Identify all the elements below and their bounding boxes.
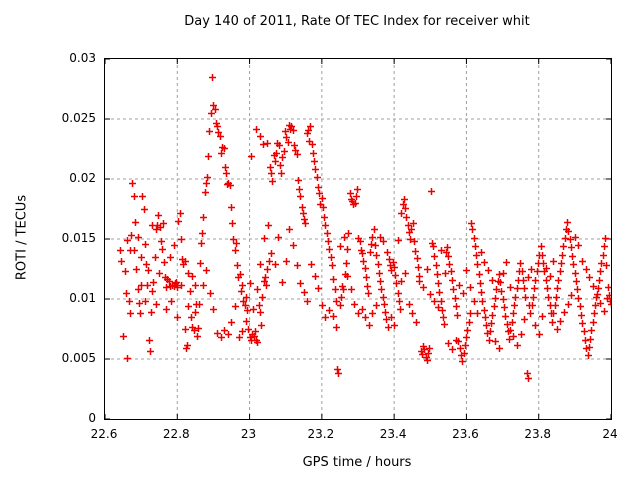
y-tick-label: 0.01 [69, 291, 96, 305]
y-tick-label: 0 [88, 411, 96, 425]
x-tick-label: 23.6 [452, 427, 479, 441]
data-points-roti [117, 74, 611, 382]
y-tick-label: 0.005 [61, 351, 96, 365]
y-tick-label: 0.025 [61, 111, 96, 125]
chart-title: Day 140 of 2011, Rate Of TEC Index for r… [184, 14, 530, 29]
x-tick-label: 23.2 [307, 427, 335, 441]
y-tick-label: 0.03 [69, 51, 96, 65]
plot-area [104, 58, 612, 420]
x-tick-label: 24 [602, 427, 618, 441]
scatter-plot-canvas [105, 59, 611, 419]
x-axis-title: GPS time / hours [302, 455, 412, 470]
x-tick-label: 23.4 [379, 427, 407, 441]
y-tick-label: 0.015 [61, 231, 96, 245]
y-tick-label: 0.02 [69, 171, 96, 185]
x-tick-label: 22.6 [90, 427, 118, 441]
x-tick-label: 23 [240, 427, 257, 441]
x-tick-label: 22.8 [162, 427, 190, 441]
x-tick-label: 23.8 [524, 427, 552, 441]
